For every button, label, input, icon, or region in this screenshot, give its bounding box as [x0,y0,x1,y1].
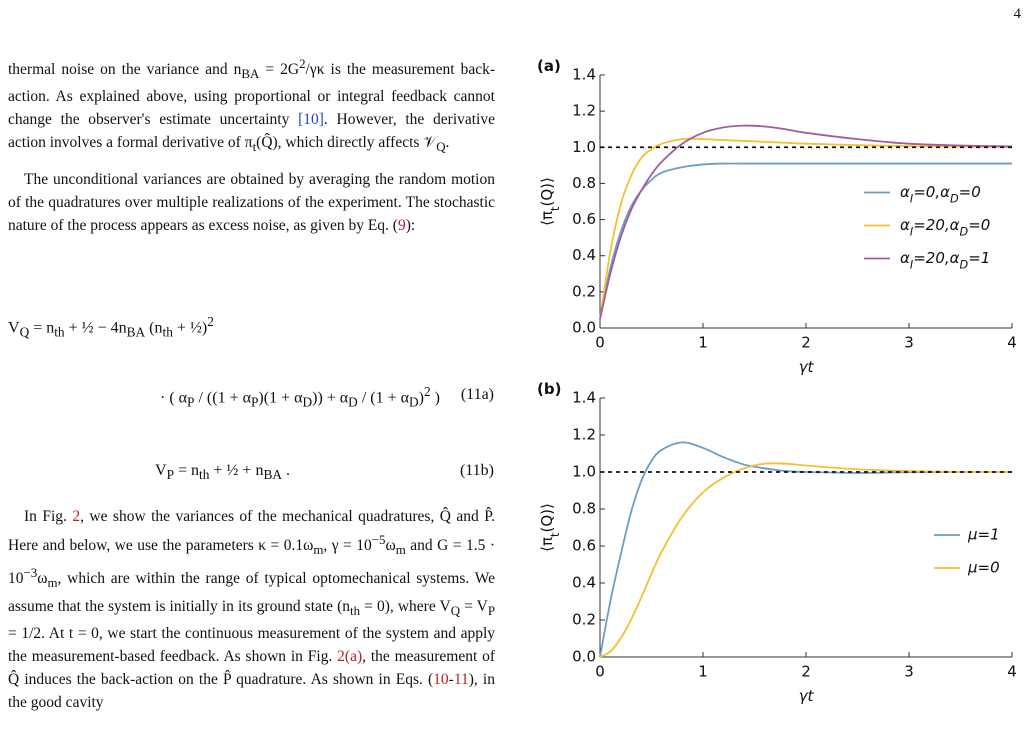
y-tick-label: 1.2 [572,102,596,120]
page-number: 4 [1013,6,1022,22]
legend-label: μ=1 [967,526,1000,544]
x-tick-label: 3 [904,663,914,681]
x-tick-label: 0 [595,334,605,352]
x-axis-label: γt [799,358,815,376]
x-tick-label: 4 [1007,663,1017,681]
y-tick-label: 1.4 [572,389,596,407]
legend-label: αI=20,αD=0 [900,216,990,238]
data-line [599,137,1013,320]
reference-link[interactable]: 11 [453,670,469,688]
legend-label: μ=0 [967,559,1000,577]
text-run: ), in the good cavity [8,670,495,711]
reference-link[interactable]: 2(a) [337,647,363,665]
equation-label: (11a) [460,386,494,403]
panel-label: (b) [537,380,561,398]
equation-line: · ( αP / ((1 + αP)(1 + αD)) + αD / (1 + … [160,384,440,410]
reference-link[interactable]: 9 [397,217,406,234]
y-axis-label: ⟨πt(Q)⟩ [538,177,562,226]
data-line [599,462,1013,658]
data-line [599,124,1013,320]
paragraph: thermal noise on the variance and nBA = … [8,52,495,158]
y-tick-label: 0.0 [572,319,596,337]
y-tick-label: 1.0 [572,138,596,156]
y-tick-label: 1.2 [572,426,596,444]
legend-label: αI=20,αD=1 [900,249,990,271]
equation-line: VP = nth + ½ + nBA . [155,462,290,483]
y-tick-label: 0.8 [572,500,596,518]
x-axis-label: γt [799,687,815,705]
reference-link[interactable]: 10 [433,670,449,688]
y-tick-label: 0.2 [572,611,596,629]
y-tick-label: 0.4 [572,246,596,264]
y-tick-label: 0.6 [572,537,596,555]
y-tick-label: 0.2 [572,282,596,300]
x-tick-label: 3 [904,334,914,352]
x-tick-label: 4 [1007,334,1017,352]
y-axis-label: ⟨πt(Q)⟩ [538,503,562,552]
y-tick-label: 1.0 [572,463,596,481]
data-line [599,441,1013,658]
equation-label: (11b) [459,462,494,479]
legend-label: αI=0,αD=0 [900,183,981,205]
x-tick-label: 0 [595,663,605,681]
y-tick-label: 0.0 [572,648,596,666]
text-run: . However, the derivative action involve… [8,111,495,155]
equation-line: VQ = nth + ½ − 4nBA (nth + ½)2 [8,314,214,340]
x-tick-label: 1 [698,663,708,681]
paragraph: The unconditional variances are obtained… [8,168,495,237]
text-run: , we show the variances of the mechanica… [8,508,496,665]
panel-label: (a) [537,57,561,75]
data-line [599,162,1012,320]
text-run: thermal noise on the variance and nBA = … [8,56,496,129]
x-tick-label: 2 [801,334,811,352]
y-tick-label: 0.6 [572,210,596,228]
paragraph: In Fig. 2, we show the variances of the … [8,505,495,714]
text-run: - [448,670,454,688]
text-run: ): [405,217,416,234]
x-tick-label: 1 [698,334,708,352]
y-tick-label: 0.4 [572,574,596,592]
x-tick-label: 2 [801,663,811,681]
y-tick-label: 0.8 [572,174,596,192]
text-run: , the measurement of Q̂ induces the back… [8,647,496,688]
reference-link[interactable]: [10] [298,111,324,129]
reference-link[interactable]: 2 [72,508,81,525]
text-run: In Fig. [24,508,73,525]
y-tick-label: 1.4 [572,66,596,84]
text-run: The unconditional variances are obtained… [8,171,495,234]
